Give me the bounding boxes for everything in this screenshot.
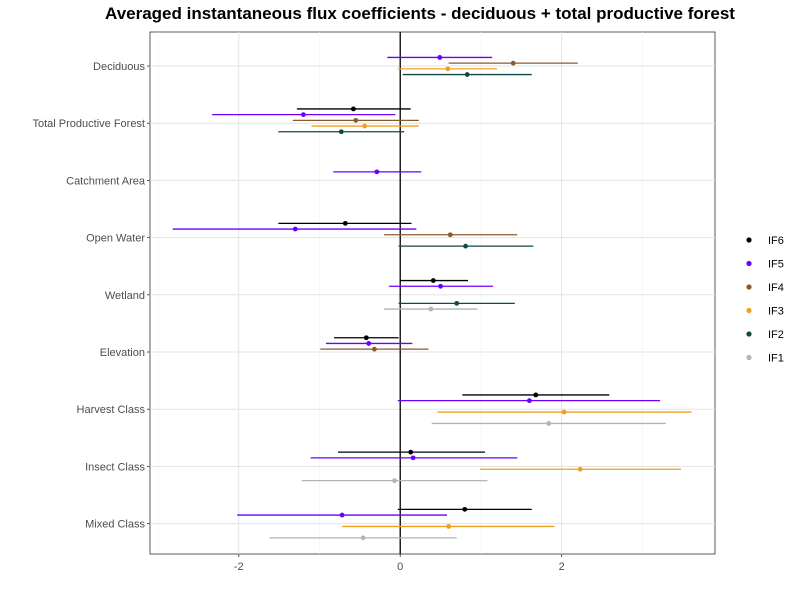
estimate-point [363, 335, 369, 341]
y-axis: Deciduous Total Productive Forest Catchmen… [33, 61, 150, 531]
estimate-point [510, 60, 516, 66]
legend-label: IF6 [768, 235, 784, 247]
plot-panel [149, 31, 716, 555]
estimate-point [351, 106, 356, 112]
y-tick-label: Catchment Area [66, 175, 146, 187]
estimate-point [338, 129, 344, 135]
estimate-point [353, 117, 359, 123]
estimate-point [577, 466, 583, 472]
estimate-point [362, 123, 368, 129]
legend: IF6 IF5 IF4 IF3 IF2 IF1 [746, 235, 784, 365]
estimate-point [463, 243, 468, 249]
y-tick-label: Total Productive Forest [33, 118, 146, 130]
y-tick-label: Deciduous [93, 61, 145, 73]
legend-key [746, 307, 752, 314]
legend-key [746, 284, 752, 290]
estimate-point [300, 112, 306, 118]
chart-title: Averaged instantaneous flux coefficients… [105, 4, 735, 23]
y-tick-label: Mixed Class [85, 519, 145, 531]
estimate-point [292, 226, 298, 232]
estimate-point [561, 409, 567, 415]
grid-lines [150, 32, 715, 554]
legend-key [746, 354, 752, 361]
estimate-point [533, 392, 539, 398]
y-tick-label: Wetland [105, 290, 145, 302]
estimate-point [392, 478, 397, 484]
estimate-point [437, 55, 443, 60]
estimate-point [464, 72, 470, 77]
estimate-point [462, 506, 468, 512]
estimate-point [430, 278, 436, 283]
y-tick-label: Elevation [100, 347, 145, 359]
estimate-point [526, 398, 532, 404]
estimate-point [446, 524, 452, 529]
estimate-point [408, 449, 414, 455]
legend-label: IF3 [768, 306, 784, 318]
legend-label: IF5 [768, 259, 784, 271]
point-range-marks [172, 55, 692, 541]
estimate-point [371, 346, 377, 352]
estimate-point [428, 306, 434, 312]
estimate-point [447, 232, 453, 238]
estimate-point [445, 66, 451, 72]
estimate-point [360, 535, 366, 541]
legend-label: IF2 [768, 329, 784, 341]
y-tick-label: Harvest Class [77, 404, 146, 416]
estimate-point [410, 455, 416, 461]
estimate-point [339, 512, 345, 518]
legend-label: IF1 [768, 353, 784, 365]
x-tick-label: -2 [234, 561, 244, 573]
estimate-point [374, 169, 380, 175]
x-axis: -2 0 2 [234, 554, 565, 573]
legend-key [746, 237, 752, 243]
estimate-point [366, 341, 372, 346]
y-tick-label: Open Water [86, 233, 145, 245]
estimate-point [454, 300, 460, 306]
x-tick-label: 0 [397, 561, 403, 573]
y-tick-label: Insect Class [85, 461, 145, 473]
estimate-point [342, 220, 348, 226]
legend-key [746, 260, 752, 267]
legend-key [746, 331, 752, 337]
x-tick-label: 2 [559, 561, 565, 573]
estimate-point [546, 421, 552, 426]
estimate-point [438, 283, 443, 289]
legend-label: IF4 [768, 282, 784, 294]
